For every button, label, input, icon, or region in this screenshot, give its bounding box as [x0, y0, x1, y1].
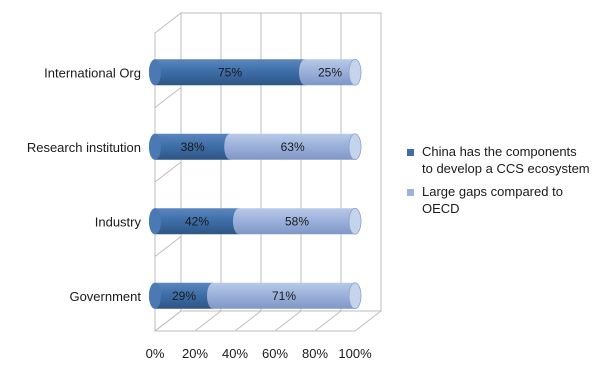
category-labels: International Org Research institution Ind…	[27, 65, 142, 304]
floor-gridline-0	[154, 310, 182, 332]
legend-label-0: to develop a CCS ecosystem	[422, 161, 590, 176]
legend-label-0: China has the components	[422, 144, 577, 159]
legend-swatch-1	[407, 189, 414, 196]
floor-gridline-1	[194, 310, 222, 332]
data-label: 25%	[318, 65, 342, 79]
bar-start-cap	[149, 208, 161, 235]
x-tick-label: 80%	[302, 346, 328, 361]
bar-1-1	[224, 133, 362, 161]
data-label: 75%	[218, 65, 242, 79]
legend-label-1: Large gaps compared to	[422, 184, 563, 199]
category-separator-2	[154, 161, 182, 183]
floor-gridline-5	[354, 310, 382, 332]
floor-gridline-4	[314, 310, 342, 332]
category-label: Industry	[95, 214, 142, 229]
category-separator-1	[154, 87, 182, 108]
category-label: International Org	[44, 65, 141, 80]
bar-start-cap	[149, 59, 161, 86]
bars: 75% 25% 38% 63% 42% 58% 29% 71%	[149, 58, 362, 310]
legend-label-1: OECD	[422, 201, 460, 216]
x-tick-label: 0%	[146, 346, 165, 361]
x-axis-ticks: 0% 20% 40% 60% 80% 100%	[146, 346, 372, 361]
data-label: 71%	[272, 289, 296, 303]
data-label: 29%	[172, 289, 196, 303]
bar-3-0	[149, 282, 219, 309]
category-label: Government	[69, 289, 141, 304]
bar-2-0	[149, 208, 246, 235]
back-wall	[180, 12, 382, 312]
x-tick-label: 20%	[182, 346, 208, 361]
bar-2-1	[233, 207, 362, 235]
data-label: 58%	[285, 214, 309, 228]
bar-start-cap	[149, 282, 161, 309]
legend: China has the components to develop a CCS…	[407, 144, 590, 216]
floor-gridline-3	[274, 310, 302, 332]
data-label: 63%	[281, 140, 305, 154]
category-label: Research institution	[27, 140, 141, 155]
x-tick-label: 40%	[222, 346, 248, 361]
legend-swatch-0	[407, 149, 414, 156]
data-label: 42%	[185, 214, 209, 228]
floor-gridline-2	[234, 310, 262, 332]
bar-start-cap	[149, 133, 161, 160]
x-tick-label: 60%	[262, 346, 288, 361]
category-separator-3	[154, 236, 182, 257]
data-label: 38%	[181, 140, 205, 154]
x-tick-label: 100%	[338, 346, 372, 361]
bar-1-0	[149, 133, 237, 160]
bar-0-0	[149, 59, 311, 86]
bar-0-1	[299, 58, 362, 86]
bar-3-1	[207, 282, 362, 310]
